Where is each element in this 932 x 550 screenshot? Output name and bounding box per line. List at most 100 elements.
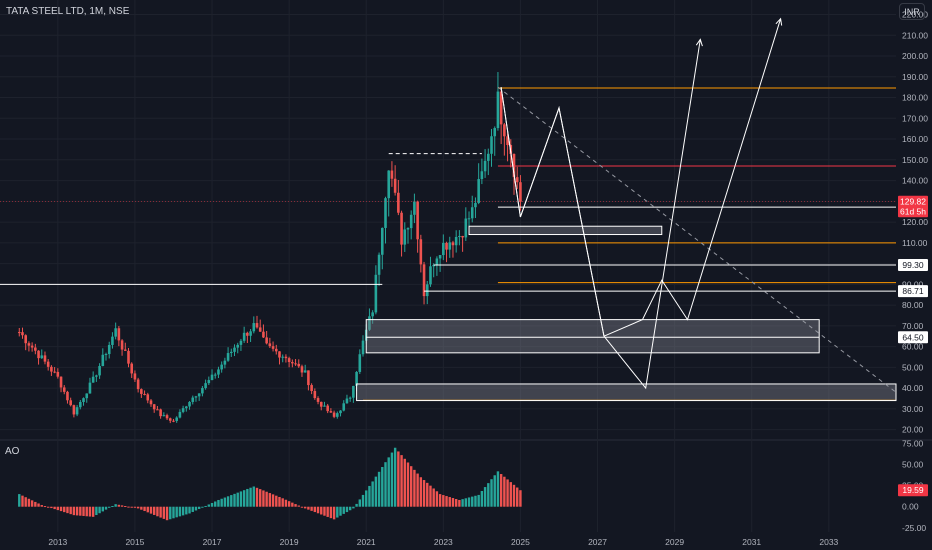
ao-bar <box>194 506 198 511</box>
ao-bar <box>326 506 329 517</box>
candle-body <box>448 242 452 250</box>
y-tick-label: 110.00 <box>902 238 928 248</box>
candle-body <box>278 351 281 358</box>
ao-bar <box>34 501 37 507</box>
ao-bar <box>165 506 169 521</box>
ao-bar <box>79 506 82 516</box>
candle-body <box>380 227 384 255</box>
ao-bar <box>464 498 468 507</box>
candle-body <box>470 207 474 219</box>
y-tick-label: 40.00 <box>902 383 924 393</box>
price-label-bg <box>898 259 928 272</box>
candle-body <box>493 128 497 137</box>
ao-bar <box>239 491 243 507</box>
ao-bar <box>53 506 56 510</box>
candle-body <box>111 336 114 345</box>
x-tick-label: 2019 <box>280 537 299 547</box>
candle-body <box>140 389 143 394</box>
ao-bar <box>300 506 304 508</box>
candle-body <box>438 255 442 259</box>
candle-body <box>239 340 243 345</box>
ao-bar <box>307 506 310 510</box>
y-tick-label: 170.00 <box>902 113 928 123</box>
ao-bar <box>291 502 294 507</box>
candle-body <box>27 343 31 346</box>
candle-body <box>348 397 352 399</box>
candle-body <box>172 420 175 422</box>
candle-body <box>114 328 117 337</box>
ao-bar <box>175 506 178 518</box>
grid-layer <box>0 0 932 532</box>
ao-bar <box>30 500 34 507</box>
candle-body <box>303 370 307 373</box>
candle-body <box>53 371 56 373</box>
ao-bar <box>66 506 69 514</box>
ao-bar <box>406 462 410 507</box>
candle-body <box>329 411 333 413</box>
ao-bar <box>268 493 272 507</box>
candle-body <box>461 235 464 238</box>
candle-body <box>133 373 137 380</box>
ao-bar <box>117 504 121 507</box>
symbol-title: TATA STEEL LTD, 1M, NSE <box>6 6 130 17</box>
candle-body <box>117 328 121 341</box>
candle-body <box>210 374 214 381</box>
ao-bar <box>153 506 156 515</box>
candle-body <box>252 323 256 332</box>
candle-body <box>17 332 21 334</box>
candle-body <box>220 364 223 370</box>
ao-tick-label: 75.00 <box>902 439 924 449</box>
candle-body <box>175 417 178 421</box>
ao-bar <box>88 506 92 517</box>
currency-button[interactable]: INR <box>899 3 925 20</box>
y-tick-label: 60.00 <box>902 342 924 352</box>
ao-bar <box>477 494 480 507</box>
candle-body <box>226 353 230 361</box>
candle-body <box>480 171 484 180</box>
candle-body <box>397 192 400 213</box>
ao-bar <box>43 506 47 508</box>
drawings-layer[interactable] <box>0 17 897 402</box>
candle-body <box>194 396 198 398</box>
ao-bar <box>69 506 72 515</box>
y-tick-label: 20.00 <box>902 425 924 435</box>
ao-bar <box>438 494 442 507</box>
candle-body <box>435 258 439 265</box>
ao-bar <box>336 506 339 518</box>
candle-body <box>355 371 358 386</box>
trend-line <box>497 86 897 393</box>
ao-bar <box>114 504 117 507</box>
candle-body <box>477 179 480 203</box>
ao-bar <box>275 495 278 507</box>
candle-body <box>50 366 53 372</box>
candle-body <box>342 403 346 411</box>
y-tick-label: 220.00 <box>902 10 928 20</box>
y-tick-label: 160.00 <box>902 134 928 144</box>
support-zone <box>365 319 820 354</box>
ao-bar <box>323 506 326 516</box>
candle-body <box>429 266 432 285</box>
ao-histogram <box>18 447 522 521</box>
candle-body <box>390 170 394 179</box>
candle-body <box>75 407 79 415</box>
support-zone <box>468 225 663 236</box>
ao-bar <box>400 455 403 507</box>
candle-body <box>233 347 236 352</box>
ao-bar <box>181 506 185 516</box>
ao-bar <box>368 485 371 507</box>
ao-bar <box>259 489 262 507</box>
y-tick-label: 90.00 <box>902 279 924 289</box>
x-tick-label: 2015 <box>125 537 144 547</box>
ao-bar <box>140 506 143 510</box>
ao-bar <box>490 479 493 507</box>
ao-bar <box>384 462 387 507</box>
candle-body <box>490 136 493 154</box>
ao-bar <box>271 494 275 507</box>
candle-body <box>213 374 217 376</box>
ao-bar <box>496 471 500 507</box>
candle-body <box>91 376 95 383</box>
candle-body <box>387 170 391 199</box>
ao-bar <box>516 487 519 507</box>
ao-bar <box>458 499 461 507</box>
